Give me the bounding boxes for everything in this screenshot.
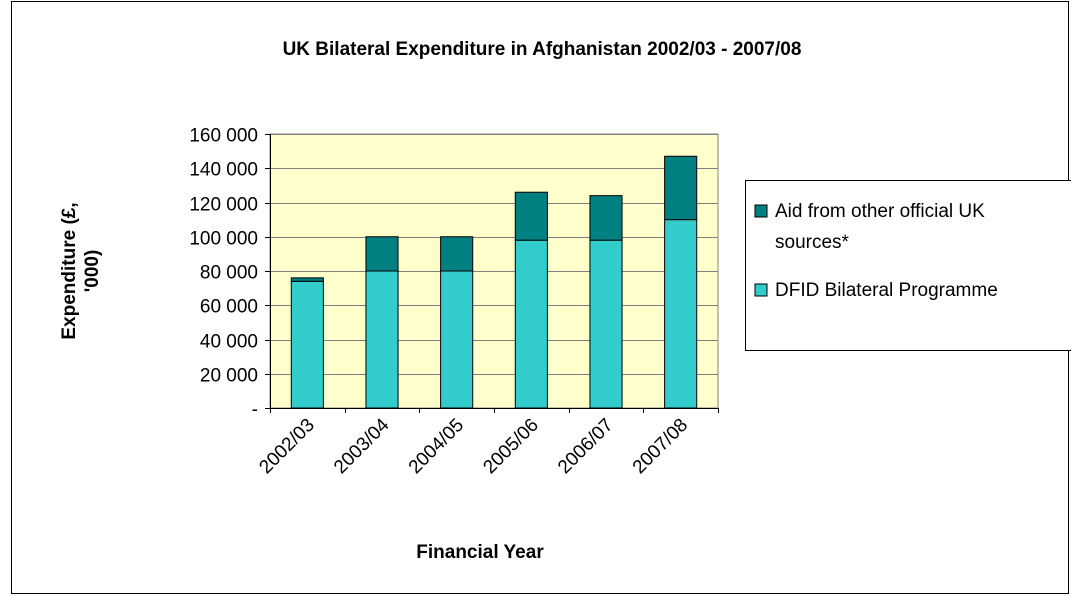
axes (265, 134, 719, 413)
y-tick-label: 160 000 (189, 126, 258, 147)
bar-segment-other-uk-sources-2004-05 (440, 236, 474, 272)
bar-segment-dfid-2003-04 (365, 270, 399, 409)
bar-segment-other-uk-sources-2007-08 (664, 155, 698, 221)
y-tick-label: 40 000 (200, 332, 258, 353)
legend: Aid from other official UK sources* DFID… (745, 180, 1071, 351)
bars (290, 155, 698, 409)
bar-segment-dfid-2007-08 (664, 219, 698, 409)
y-tick-label: 100 000 (189, 229, 258, 250)
y-tick-label: 20 000 (200, 366, 258, 387)
bar-segment-dfid-2005-06 (514, 239, 548, 409)
chart-title: UK Bilateral Expenditure in Afghanistan … (283, 39, 802, 60)
legend-swatch-other-uk-sources (754, 204, 768, 218)
y-tick-label: 120 000 (189, 195, 258, 216)
y-tick-label: 140 000 (189, 160, 258, 181)
legend-label-other-uk-sources-line-1: Aid from other official UK (775, 201, 985, 222)
bar-segment-other-uk-sources-2003-04 (365, 236, 399, 272)
y-axis-title-line-1: Expenditure (£, (59, 202, 80, 339)
grid-lines (270, 134, 718, 375)
legend-label-dfid: DFID Bilateral Programme (775, 280, 998, 301)
y-tick-label: - (252, 400, 258, 421)
bar-segment-other-uk-sources-2002-03 (290, 277, 324, 282)
bar-segment-dfid-2006-07 (589, 239, 623, 409)
bar-segment-other-uk-sources-2005-06 (514, 191, 548, 241)
y-tick-label: 60 000 (200, 297, 258, 318)
bar-segment-dfid-2004-05 (440, 270, 474, 409)
y-tick-label: 80 000 (200, 263, 258, 284)
bar-segment-dfid-2002-03 (290, 280, 324, 409)
legend-swatch-dfid (754, 283, 768, 297)
legend-box (745, 180, 1071, 351)
x-axis-title: Financial Year (416, 542, 544, 563)
y-tick-labels: - 20 000 40 000 60 000 80 000 100 000 120 000 1… (189, 126, 258, 421)
y-axis-title-line-2: '000) (82, 250, 103, 293)
legend-label-other-uk-sources-line-2: sources* (775, 232, 850, 253)
bar-segment-other-uk-sources-2006-07 (589, 195, 623, 241)
